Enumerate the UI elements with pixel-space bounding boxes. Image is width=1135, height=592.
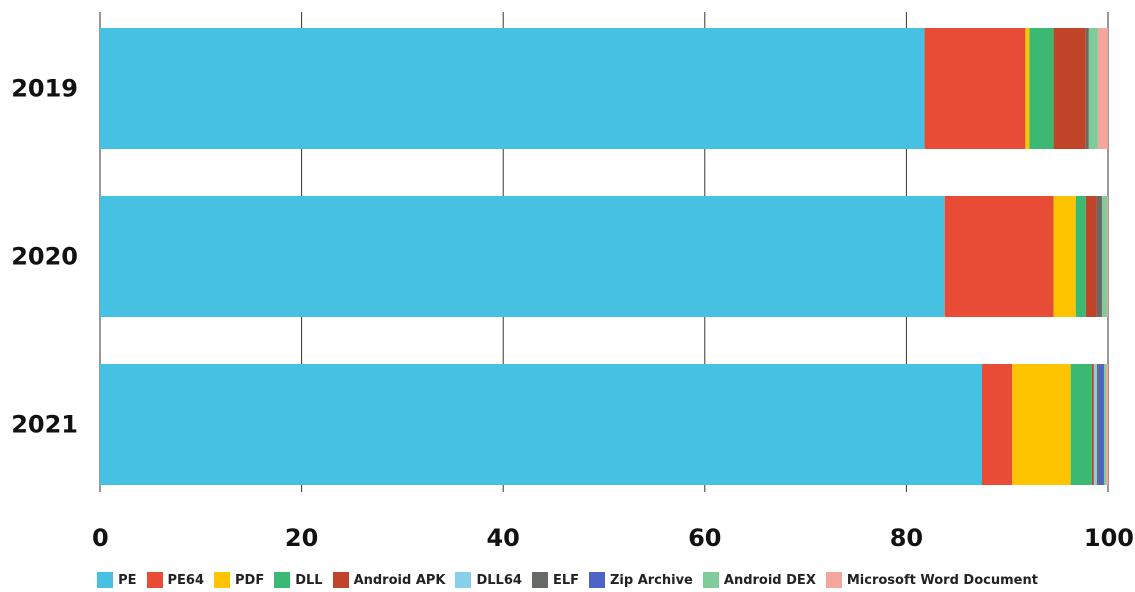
legend-swatch	[332, 572, 349, 588]
bar-segment	[1053, 196, 1076, 317]
legend-item: Microsoft Word Document	[825, 572, 1038, 588]
bar-segment	[944, 196, 1054, 317]
legend-item: PE64	[146, 572, 205, 588]
bar-segment	[1101, 196, 1107, 317]
x-tick-label: 100	[1084, 524, 1134, 552]
legend-item: PE	[97, 572, 137, 588]
legend-item: ELF	[531, 572, 579, 588]
legend-item: DLL64	[455, 572, 522, 588]
bar-segment	[1025, 28, 1030, 149]
bar-segment	[100, 28, 925, 149]
bar-segment	[1096, 196, 1102, 317]
bar-segment	[1098, 364, 1104, 485]
bar-segment	[982, 364, 1013, 485]
bar-segment	[100, 364, 982, 485]
legend-swatch	[274, 572, 291, 588]
bar-segment	[1097, 28, 1108, 149]
legend-item: Zip Archive	[588, 572, 693, 588]
x-tick-label: 80	[890, 524, 923, 552]
x-tick-label: 20	[285, 524, 318, 552]
legend-item: Android APK	[332, 572, 446, 588]
category-labels: 2019 2020 2021	[11, 75, 78, 439]
bar-segment	[1096, 364, 1099, 485]
legend-swatch	[146, 572, 163, 588]
legend-item: DLL	[274, 572, 323, 588]
legend-label: Android DEX	[723, 572, 816, 588]
legend-swatch	[97, 572, 114, 588]
legend-label: ELF	[552, 572, 579, 588]
bar-segment	[1085, 28, 1089, 149]
chart: 2019 2020 2021 0 20 40 60 80 100	[11, 12, 1134, 552]
legend-item: PDF	[214, 572, 264, 588]
bar-segment	[1106, 196, 1108, 317]
legend-swatch	[702, 572, 719, 588]
legend-swatch	[588, 572, 605, 588]
legend-label: PE	[118, 572, 137, 588]
legend-label: DLL	[295, 572, 323, 588]
bar-segment	[1091, 364, 1094, 485]
category-label: 2021	[11, 411, 78, 439]
legend-swatch	[455, 572, 472, 588]
bar-segment	[1053, 28, 1086, 149]
category-label: 2019	[11, 75, 78, 103]
bar-segment	[1088, 28, 1098, 149]
bar-segment	[1012, 364, 1071, 485]
legend-swatch	[531, 572, 548, 588]
bar-segment	[924, 28, 1026, 149]
legend-swatch	[214, 572, 230, 588]
legend: PE PE64 PDF DLL Android APK DLL64 ELF Zip Archi…	[0, 570, 1135, 590]
category-label: 2020	[11, 243, 78, 271]
legend-label: DLL64	[476, 572, 522, 588]
bar-segment	[1075, 196, 1086, 317]
x-tick-labels: 0 20 40 60 80 100	[92, 524, 1134, 552]
legend-item: Android DEX	[702, 572, 816, 588]
bar-segment	[1103, 364, 1106, 485]
legend-label: Zip Archive	[609, 572, 693, 588]
legend-label: Android APK	[353, 572, 446, 588]
legend-label: PE64	[167, 572, 205, 588]
x-tick-label: 60	[688, 524, 721, 552]
legend-swatch	[825, 572, 842, 588]
legend-label: PDF	[235, 572, 265, 588]
bar-segment	[1029, 28, 1054, 149]
bar-segment	[1085, 196, 1097, 317]
legend-label: Microsoft Word Document	[846, 572, 1038, 588]
bars	[100, 28, 1108, 485]
bar-segment	[1070, 364, 1092, 485]
x-tick-label: 40	[486, 524, 519, 552]
bar-segment	[1105, 364, 1108, 485]
x-tick-label: 0	[92, 524, 109, 552]
bar-segment	[100, 196, 945, 317]
bar-segment	[1093, 364, 1097, 485]
